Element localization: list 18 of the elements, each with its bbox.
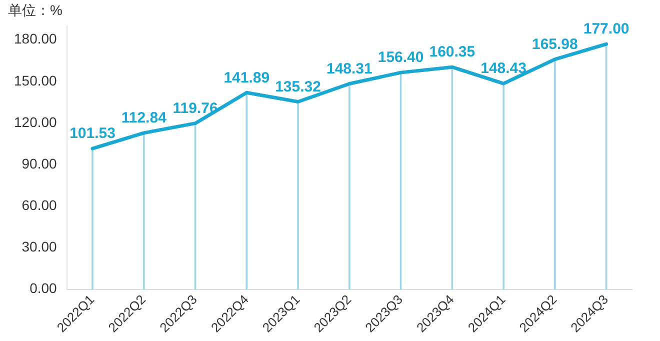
y-tick-label: 60.00 bbox=[22, 196, 58, 213]
data-label: 177.00 bbox=[583, 20, 630, 38]
data-label: 160.35 bbox=[429, 44, 476, 61]
y-tick-label: 30.00 bbox=[22, 238, 58, 255]
data-label: 156.40 bbox=[378, 49, 424, 66]
data-label: 165.98 bbox=[532, 36, 578, 53]
data-label: 148.43 bbox=[480, 60, 526, 78]
data-label: 101.53 bbox=[70, 125, 116, 142]
y-tick-label: 90.00 bbox=[22, 155, 58, 172]
y-tick-label: 150.00 bbox=[14, 72, 58, 88]
y-axis-title: 单位：% bbox=[8, 2, 62, 18]
y-tick-label: 0.00 bbox=[30, 280, 58, 296]
y-tick-label: 180.00 bbox=[14, 30, 58, 47]
data-label: 135.32 bbox=[275, 78, 321, 96]
data-label: 141.89 bbox=[224, 69, 270, 86]
y-tick-label: 120.00 bbox=[14, 114, 58, 130]
data-label: 148.31 bbox=[326, 60, 372, 78]
data-label: 112.84 bbox=[121, 110, 168, 127]
